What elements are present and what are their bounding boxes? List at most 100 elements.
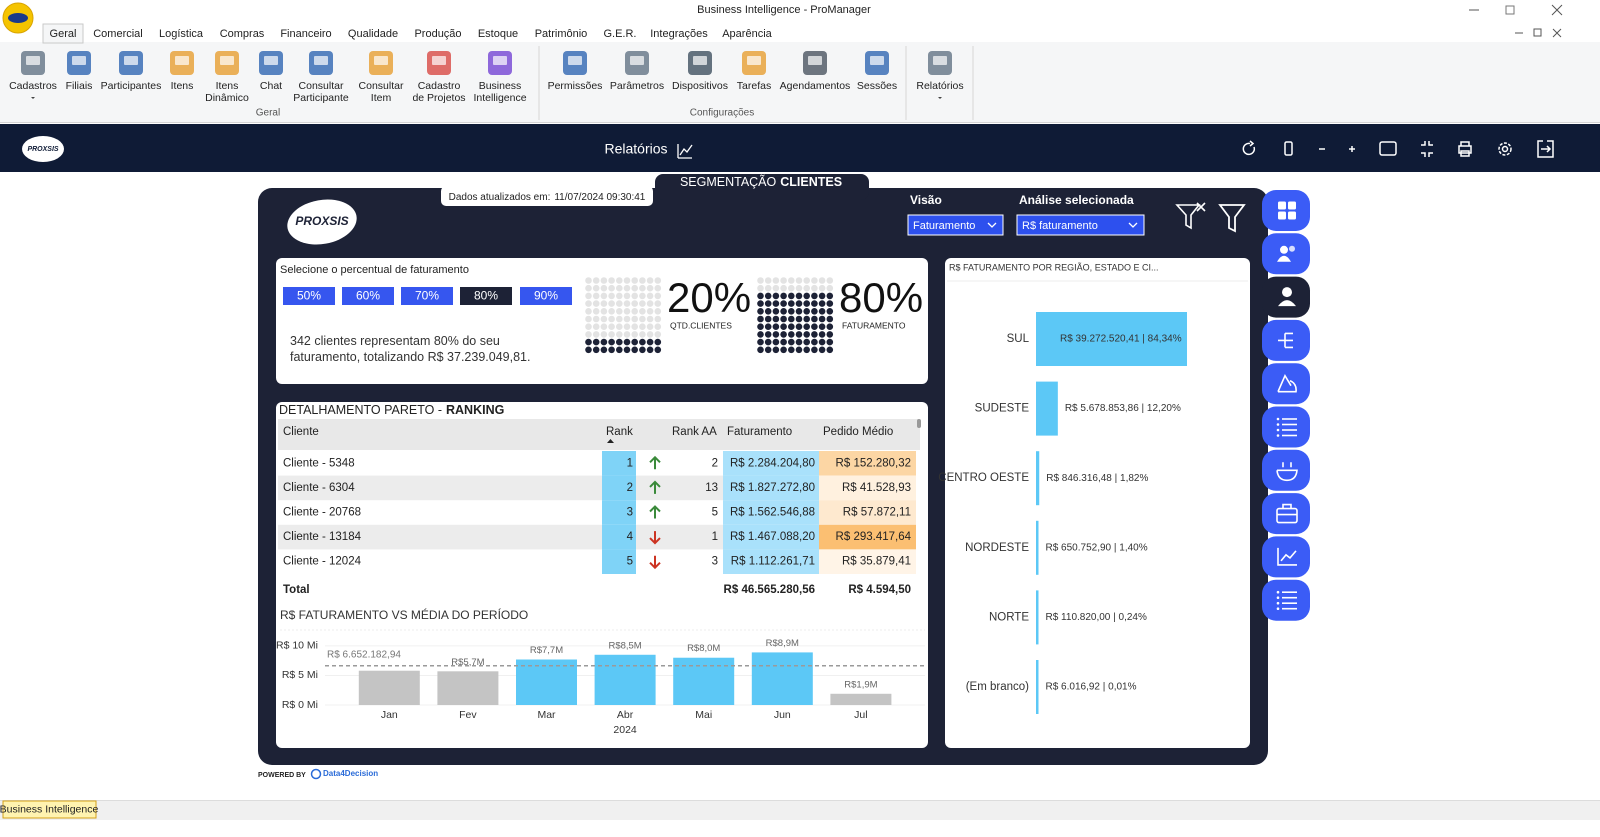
waffle-dot [818, 284, 826, 292]
cell-pedido-medio: R$ 293.417,64 [836, 531, 912, 543]
side-nav-button[interactable] [1262, 493, 1310, 535]
filter-value[interactable]: R$ faturamento [1022, 220, 1098, 232]
bar-value-label: R$1,9M [844, 679, 877, 690]
waffle-dot [795, 300, 803, 307]
waffle-dot [646, 277, 654, 284]
percent-button-label[interactable]: 70% [415, 289, 439, 303]
ribbon-tab[interactable]: Financeiro [280, 28, 331, 40]
side-nav-button[interactable] [1262, 536, 1310, 578]
waffle-dot [811, 292, 818, 300]
waffle-dot [757, 277, 764, 284]
status-item[interactable]: Business Intelligence [0, 803, 98, 815]
column-header[interactable]: Faturamento [727, 426, 792, 438]
bar [594, 654, 656, 705]
waffle-dot [623, 308, 631, 315]
cell-faturamento: R$ 1.562.546,88 [730, 507, 815, 519]
ribbon-tab[interactable]: Produção [414, 28, 461, 40]
waffle-dot [764, 308, 772, 315]
cell-rank-aa: 5 [712, 507, 718, 519]
bi-header [0, 124, 1600, 172]
column-header[interactable]: Rank [606, 426, 633, 438]
ribbon-icon-detail [175, 56, 189, 65]
ribbon-tab[interactable]: Compras [220, 28, 265, 40]
waffle-dot [818, 338, 826, 346]
ribbon-tab[interactable]: Patrimônio [535, 28, 588, 40]
ribbon-tab[interactable]: Integrações [650, 28, 708, 40]
side-nav-button[interactable] [1262, 406, 1310, 448]
percent-button-label[interactable]: 50% [297, 289, 321, 303]
waffle-dot [654, 277, 662, 284]
ribbon-tab[interactable]: Logística [159, 28, 204, 40]
waffle-dot [600, 315, 608, 323]
side-nav-button[interactable] [1262, 233, 1310, 275]
nav-icon [1276, 596, 1280, 599]
bar [673, 657, 735, 705]
column-header[interactable]: Cliente [283, 426, 319, 438]
percent-button[interactable] [283, 287, 335, 305]
waffle-dot [818, 300, 826, 307]
mdi-close [1552, 28, 1562, 38]
filter-value[interactable]: Faturamento [913, 220, 975, 232]
header-chart-icon [677, 144, 693, 159]
column-header[interactable]: Rank AA [672, 426, 717, 438]
percent-button[interactable] [401, 287, 453, 305]
waffle-dot [585, 346, 592, 354]
zoom-in-icon [1349, 146, 1355, 152]
column-header[interactable]: Pedido Médio [823, 426, 893, 438]
side-nav-button[interactable] [1262, 363, 1310, 405]
faturamento-cell [723, 475, 819, 501]
ribbon-tab[interactable]: Aparência [722, 28, 772, 40]
updated-at: Dados atualizados em: 11/07/2024 09:30:41 [449, 192, 646, 203]
waffle-dot [757, 338, 764, 346]
ribbon-tab[interactable]: Comercial [93, 28, 143, 40]
waffle-dot [592, 284, 600, 292]
ribbon-tab[interactable]: G.E.R. [603, 28, 636, 40]
nav-icon [1288, 211, 1296, 220]
trend-down [649, 555, 661, 570]
ribbon-group-label: Configurações [690, 108, 754, 119]
row-band [278, 524, 602, 550]
percent-button-label[interactable]: 60% [356, 289, 380, 303]
waffle-dot [585, 300, 592, 307]
cell-rank-aa: 13 [705, 482, 718, 494]
waffle-dot [803, 308, 810, 315]
clear-filter-icon[interactable] [1175, 202, 1206, 230]
nav-icon [1282, 287, 1292, 298]
percent-button[interactable] [460, 287, 512, 305]
side-nav-button[interactable] [1262, 276, 1310, 318]
waffle-dot [639, 308, 646, 315]
side-nav-button[interactable] [1262, 579, 1310, 621]
percent-button[interactable] [520, 287, 572, 305]
ribbon-icon-detail [314, 56, 328, 65]
x-tick-label: Jan [381, 709, 398, 721]
waffle-dot [826, 292, 834, 300]
waffle-dot [818, 331, 826, 338]
cell-rank: 5 [627, 556, 633, 568]
waffle-dot [616, 308, 623, 315]
waffle-dot [631, 323, 638, 331]
dropdown-arrow [31, 97, 35, 99]
percent-button[interactable] [342, 287, 394, 305]
waffle-dot [631, 300, 638, 307]
waffle-empty [585, 277, 662, 338]
waffle-dot [639, 300, 646, 307]
waffle-dot [592, 331, 600, 338]
waffle-dot [764, 292, 772, 300]
cell-cliente: Cliente - 20768 [283, 507, 361, 519]
filter-icon[interactable] [1218, 204, 1246, 233]
nav-icon [1276, 423, 1280, 426]
percent-button-label[interactable]: 80% [474, 289, 498, 303]
waffle-dot [616, 346, 623, 354]
waffle-dot [811, 284, 818, 292]
refresh-icon[interactable] [1242, 140, 1256, 156]
percent-button-label[interactable]: 90% [534, 289, 558, 303]
filter-dropdown[interactable] [1016, 214, 1145, 236]
ribbon-tab[interactable]: Qualidade [348, 28, 398, 40]
close-button [1551, 4, 1563, 16]
side-nav-button[interactable] [1262, 190, 1310, 231]
trend-down [649, 531, 661, 545]
ribbon-tab[interactable]: Geral [50, 28, 77, 40]
filter-dropdown[interactable] [907, 214, 1004, 236]
ribbon-tab[interactable]: Estoque [478, 28, 518, 40]
ranking-title-bold: RANKING [446, 403, 504, 417]
